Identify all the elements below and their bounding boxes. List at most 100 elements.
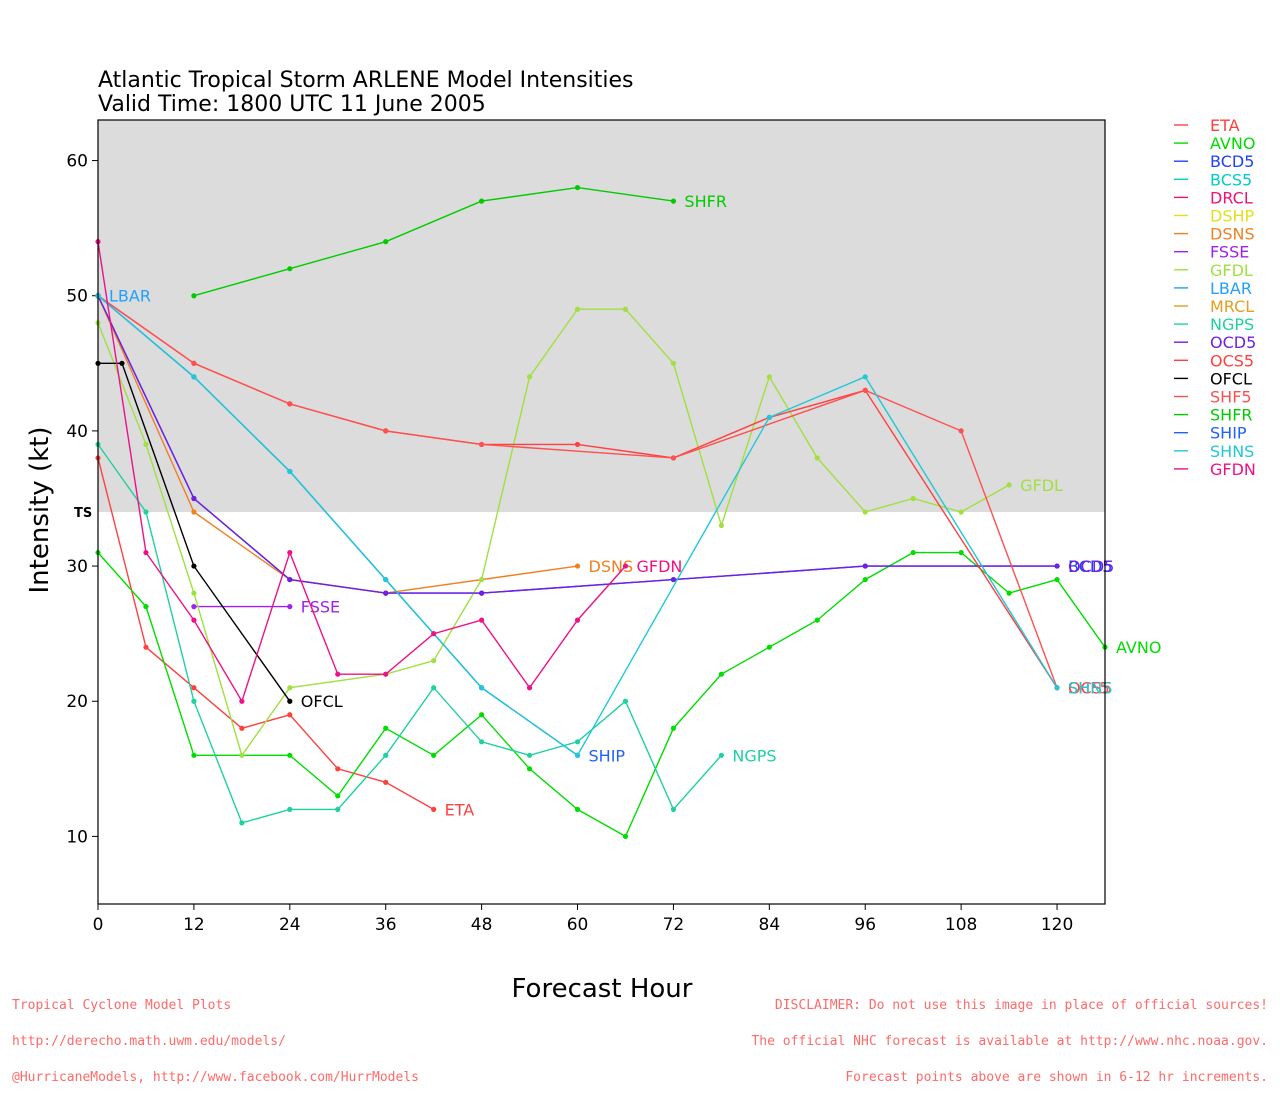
y-tick-label: 50	[66, 287, 88, 307]
legend-label-fsse: FSSE	[1210, 243, 1249, 262]
data-point-gfdl	[958, 509, 964, 515]
x-tick-label: 96	[854, 915, 876, 935]
data-point-shf5	[670, 455, 677, 461]
data-point-gfdl	[1006, 482, 1012, 488]
data-point-gfdl	[910, 495, 916, 502]
data-point-ngps	[143, 509, 149, 515]
data-point-avno	[1006, 590, 1012, 596]
data-point-shfr	[574, 184, 581, 191]
data-point-shfr	[191, 293, 197, 299]
x-tick-label: 72	[663, 915, 685, 935]
data-point-shf5	[383, 428, 389, 434]
series-end-label-ship: SHIP	[589, 746, 626, 765]
data-point-avno	[383, 725, 389, 731]
data-point-eta	[143, 644, 149, 650]
data-point-ngps	[239, 820, 245, 826]
series-end-label-gfdn: GFDN	[636, 557, 682, 576]
x-tick-label: 120	[1041, 915, 1073, 935]
footer-disclaimer: DISCLAIMER: Do not use this image in pla…	[751, 976, 1268, 1096]
data-point-ngps	[479, 739, 485, 745]
series-end-label-fsse: FSSE	[301, 598, 340, 617]
series-line-ocd5	[97, 295, 1057, 594]
y-tick-label: 60	[66, 152, 88, 172]
footer-credit-line[interactable]: @HurricaneModels, http://www.facebook.co…	[12, 1070, 419, 1085]
legend-label-bcs5: BCS5	[1210, 170, 1252, 189]
series-line-ngps	[97, 443, 722, 824]
y-axis-label: Intensity (kt)	[25, 427, 55, 594]
data-point-ocd5	[383, 590, 389, 596]
legend-label-dsns: DSNS	[1210, 225, 1255, 244]
data-point-gfdl	[191, 590, 197, 596]
series-line-gfdn	[97, 241, 627, 703]
data-point-shns	[766, 414, 772, 420]
legend-label-ngps: NGPS	[1210, 315, 1254, 334]
data-point-ocd5	[191, 495, 197, 502]
x-tick-label: 84	[759, 915, 781, 935]
data-point-shns	[574, 752, 581, 758]
data-point-ngps	[431, 685, 437, 691]
x-tick-label: 108	[945, 915, 977, 935]
data-point-gfdn	[383, 671, 389, 677]
data-point-gfdn	[335, 671, 341, 677]
legend-label-gfdl: GFDL	[1210, 261, 1253, 280]
series-end-label-ngps: NGPS	[732, 746, 776, 765]
y-tick-label: 40	[66, 422, 88, 442]
data-point-gfdn	[431, 631, 437, 637]
footer-credit-line: Tropical Cyclone Model Plots	[12, 998, 232, 1013]
data-point-avno	[479, 712, 485, 718]
legend-label-mrcl: MRCL	[1210, 297, 1254, 316]
data-point-shfr	[479, 198, 485, 204]
x-tick-label: 60	[567, 915, 589, 935]
legend-label-eta: ETA	[1210, 116, 1240, 135]
data-point-ngps	[287, 806, 293, 812]
data-point-avno	[862, 576, 868, 583]
data-point-avno	[574, 806, 581, 812]
data-point-avno	[526, 766, 533, 772]
series-end-label-dsns: DSNS	[589, 557, 634, 576]
data-point-gfdl	[574, 306, 581, 312]
series-end-label-ofcl: OFCL	[301, 692, 343, 711]
data-point-eta	[191, 685, 197, 691]
data-point-shns	[287, 468, 293, 475]
legend-label-ocd5: OCD5	[1210, 333, 1256, 352]
data-point-ocd5	[1054, 563, 1060, 569]
data-point-eta	[431, 806, 437, 812]
x-tick-label: 48	[471, 915, 493, 935]
legend-label-bcd5: BCD5	[1210, 152, 1254, 171]
data-point-ofcl	[191, 563, 197, 569]
x-tick-label: 36	[375, 915, 397, 935]
data-point-ngps	[526, 752, 533, 758]
data-point-shfr	[670, 198, 677, 204]
data-point-shf5	[191, 360, 197, 366]
data-point-ngps	[622, 698, 629, 704]
data-point-gfdl	[479, 576, 485, 583]
data-point-gfdn	[622, 563, 629, 569]
data-point-avno	[191, 752, 197, 758]
series-end-label-gfdl: GFDL	[1020, 476, 1063, 495]
data-point-fsse	[287, 604, 293, 610]
data-point-dsns	[574, 563, 581, 569]
x-axis-label: Forecast Hour	[512, 974, 693, 1004]
data-point-eta	[335, 766, 341, 772]
footer-disclaimer-line: Forecast points above are shown in 6-12 …	[845, 1070, 1268, 1085]
series-end-label-lbar: LBAR	[109, 287, 151, 306]
legend-label-gfdn: GFDN	[1210, 460, 1256, 479]
legend-label-ship: SHIP	[1210, 424, 1247, 443]
plot-frame	[97, 119, 1106, 905]
data-point-ocd5	[670, 576, 677, 583]
series-end-label-eta: ETA	[445, 800, 475, 819]
data-point-gfdl	[814, 455, 820, 461]
series-end-label-shf5: SHF5	[1068, 679, 1110, 698]
data-point-gfdn	[574, 617, 581, 623]
data-point-avno	[143, 604, 149, 610]
footer-credits: Tropical Cyclone Model Plots http://dere…	[12, 976, 419, 1096]
ts-band-label: TS	[74, 506, 92, 521]
data-point-eta	[287, 712, 293, 718]
data-point-gfdl	[862, 509, 868, 515]
footer-disclaimer-line: The official NHC forecast is available a…	[751, 1034, 1268, 1049]
data-point-avno	[766, 644, 772, 650]
data-point-ngps	[574, 739, 581, 745]
legend-label-lbar: LBAR	[1210, 279, 1252, 298]
data-point-eta	[383, 779, 389, 785]
footer-credit-line[interactable]: http://derecho.math.uwm.edu/models/	[12, 1034, 286, 1049]
